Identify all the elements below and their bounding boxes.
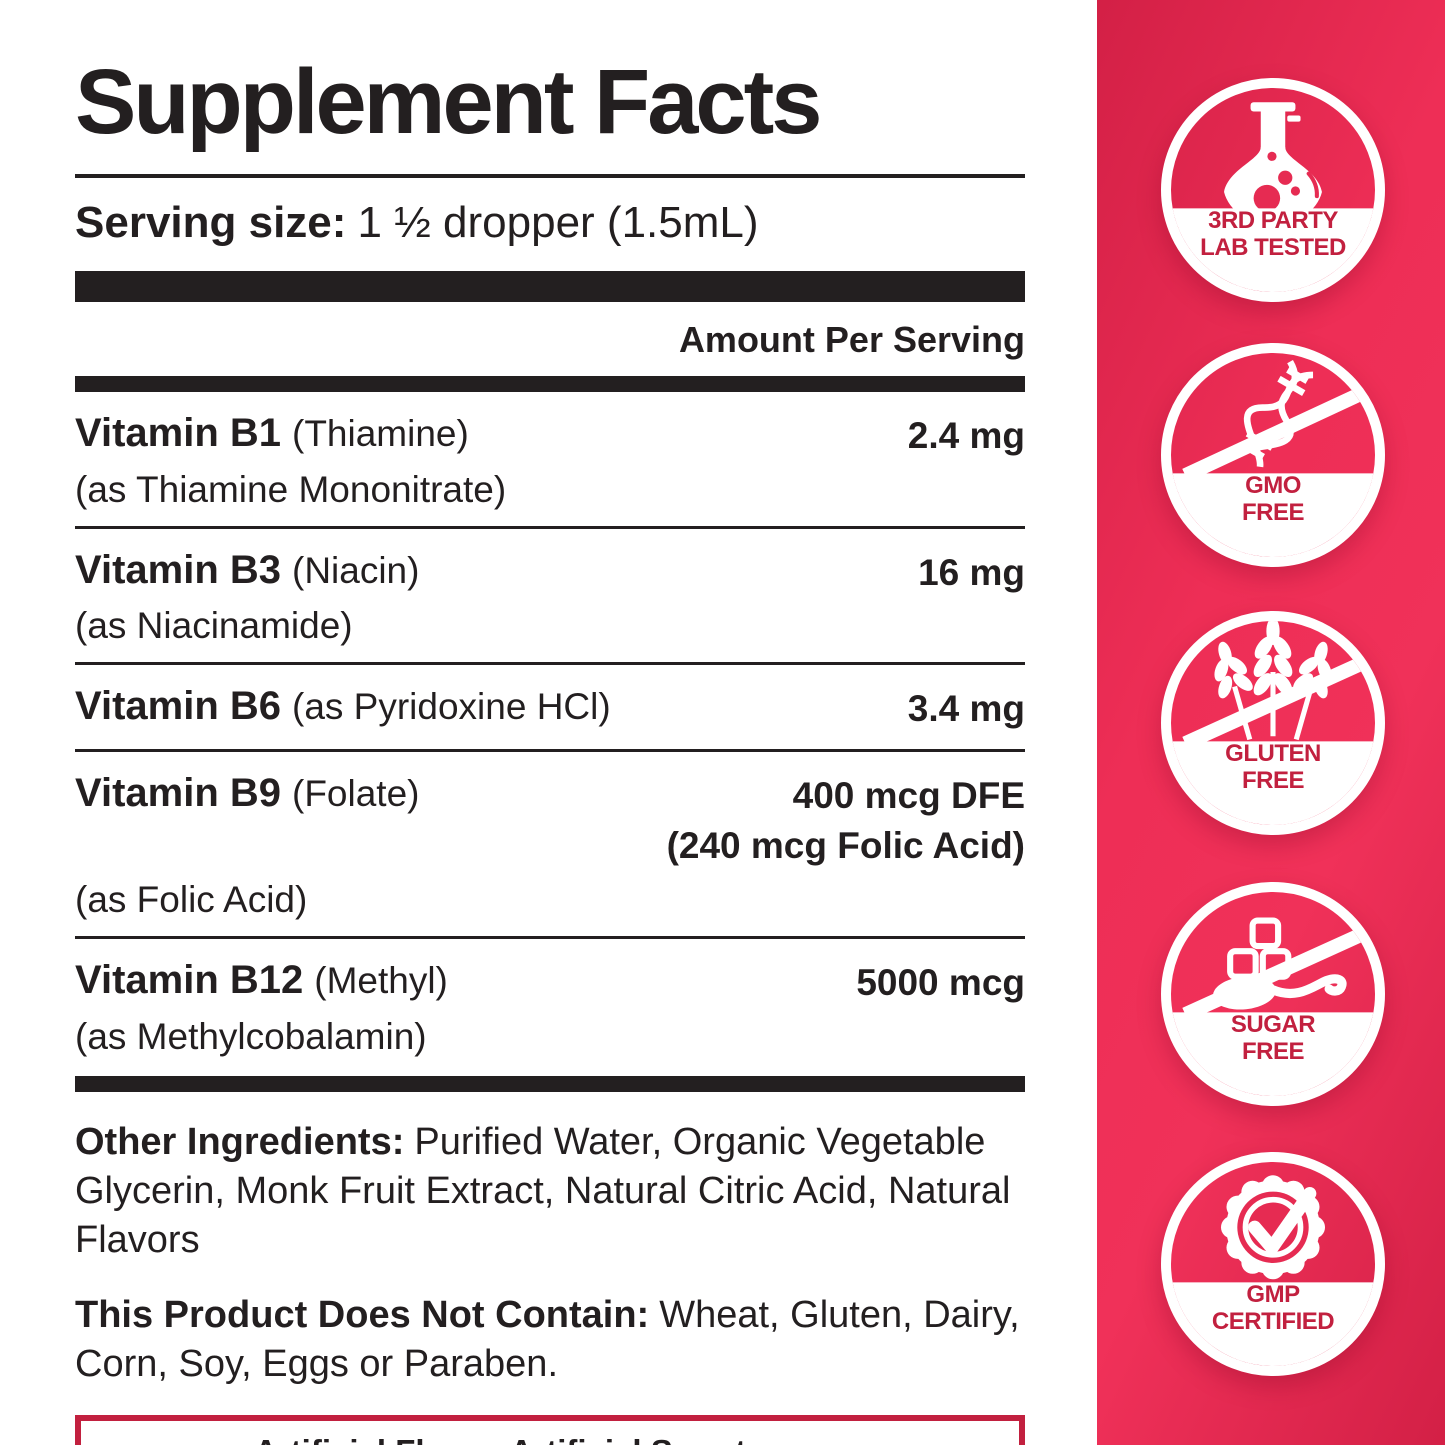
nutrient-source: (as Methylcobalamin) <box>75 1016 427 1058</box>
row-main: Vitamin B9 (Folate) 400 mcg DFE (240 mcg … <box>75 771 1025 871</box>
no-claims-line1: Artificial Flavor, Artificial Sweetener,… <box>254 1433 823 1445</box>
table-row-vitamin-b3: Vitamin B3 (Niacin) 16 mg (as Niacinamide… <box>75 529 1025 666</box>
serving-size-value: 1 ½ dropper (1.5mL) <box>357 198 759 247</box>
nutrient-paren: (Methyl) <box>314 960 448 1002</box>
amount-line1: 2.4 mg <box>907 414 1025 456</box>
amount-line2: (240 mcg Folic Acid) <box>666 825 1025 867</box>
sugar-spoon-slash-icon <box>1171 917 1375 1096</box>
nutrient-name: Vitamin B9 (Folate) <box>75 771 419 816</box>
divider-medium-bottom <box>75 1076 1025 1093</box>
amount-line1: 3.4 mg <box>907 688 1025 730</box>
badge-line1: 3RD PARTY <box>1208 207 1338 235</box>
badge-line1: GMO <box>1245 472 1301 500</box>
table-row-vitamin-b12: Vitamin B12 (Methyl) 5000 mcg (as Methylc… <box>75 939 1025 1076</box>
page-title: Supplement Facts <box>75 51 822 153</box>
certified-seal-icon <box>1171 1175 1375 1366</box>
no-claims-box: NO Artificial Flavor, Artificial Sweeten… <box>75 1415 1025 1445</box>
row-main: Vitamin B3 (Niacin) 16 mg <box>75 548 1025 598</box>
amount-line1: 16 mg <box>918 551 1025 593</box>
nutrient-amount: 3.4 mg <box>908 684 1025 734</box>
nutrient-title: Vitamin B3 <box>75 547 281 592</box>
lab-flask-icon <box>1171 102 1375 292</box>
no-claims-text: Artificial Flavor, Artificial Sweetener,… <box>254 1431 1003 1445</box>
nutrient-paren: (Thiamine) <box>292 412 469 454</box>
badge-line2: FREE <box>1241 498 1305 526</box>
divider-thin <box>75 174 1025 178</box>
badge-label: SUGAR FREE <box>1171 1012 1375 1065</box>
badge-gmo-free: GMO FREE <box>1161 343 1385 567</box>
nutrient-title: Vitamin B1 <box>75 410 281 455</box>
table-row-vitamin-b1: Vitamin B1 (Thiamine) 2.4 mg (as Thiamine… <box>75 392 1025 529</box>
does-not-contain-label: This Product Does Not Contain: <box>75 1294 650 1337</box>
badge-line2: LAB TESTED <box>1200 233 1346 261</box>
nutrient-name: Vitamin B1 (Thiamine) <box>75 411 469 456</box>
badge-circle: SUGAR FREE <box>1161 882 1385 1106</box>
divider-medium <box>75 375 1025 392</box>
badge-line2: CERTIFIED <box>1211 1307 1335 1335</box>
badge-circle: GMO FREE <box>1161 343 1385 567</box>
table-row-vitamin-b9: Vitamin B9 (Folate) 400 mcg DFE (240 mcg … <box>75 752 1025 940</box>
nutrient-title: Vitamin B12 <box>75 958 304 1003</box>
serving-size-line: Serving size: 1 ½ dropper (1.5mL) <box>75 198 1025 249</box>
badge-label: GLUTEN FREE <box>1171 741 1375 794</box>
badge-line2: FREE <box>1241 1037 1305 1065</box>
badge-circle: 3RD PARTY LAB TESTED <box>1161 78 1385 302</box>
nutrient-source: (as Niacinamide) <box>75 605 353 647</box>
nutrient-source: (as Folic Acid) <box>75 879 308 921</box>
badge-band: 3RD PARTY LAB TESTED <box>1097 0 1445 1445</box>
nutrient-title: Vitamin B9 <box>75 771 281 816</box>
badge-line2: FREE <box>1241 766 1305 794</box>
does-not-contain-text: Wheat, Gluten, Dairy, Corn, Soy, Eggs or… <box>75 1294 1020 1386</box>
does-not-contain: This Product Does Not Contain: Wheat, Glu… <box>75 1291 1025 1389</box>
amount-line1: 5000 mcg <box>856 962 1025 1004</box>
nutrient-amount: 2.4 mg <box>908 411 1025 461</box>
badge-label: 3RD PARTY LAB TESTED <box>1171 208 1375 261</box>
divider-heavy <box>75 270 1025 302</box>
nutrient-source: (as Thiamine Mononitrate) <box>75 468 507 510</box>
nutrient-title: Vitamin B6 <box>75 684 281 729</box>
nutrient-paren: (Niacin) <box>292 549 420 591</box>
badge-gluten-free: GLUTEN FREE <box>1161 611 1385 835</box>
nutrient-paren: (as Pyridoxine HCl) <box>292 686 611 728</box>
row-main: Vitamin B6 (as Pyridoxine HCl) 3.4 mg <box>75 684 1025 734</box>
serving-size-label: Serving size: <box>75 198 347 247</box>
badge-label: GMO FREE <box>1171 473 1375 526</box>
badge-gmp-certified: GMP CERTIFIED <box>1161 1152 1385 1376</box>
badge-line1: SUGAR <box>1230 1011 1316 1039</box>
nutrient-amount: 16 mg <box>918 548 1025 598</box>
nutrient-amount: 5000 mcg <box>856 958 1025 1008</box>
nutrient-amount: 400 mcg DFE (240 mcg Folic Acid) <box>667 771 1025 871</box>
amount-line1: 400 mcg DFE <box>792 775 1025 817</box>
amount-per-serving-header: Amount Per Serving <box>678 318 1025 360</box>
wheat-slash-icon <box>1171 621 1375 825</box>
badge-line1: GMP <box>1246 1281 1300 1309</box>
dna-slash-icon <box>1171 359 1375 557</box>
table-row-vitamin-b6: Vitamin B6 (as Pyridoxine HCl) 3.4 mg <box>75 665 1025 753</box>
badge-circle: GMP CERTIFIED <box>1161 1152 1385 1376</box>
badge-circle: GLUTEN FREE <box>1161 611 1385 835</box>
badge-3rd-party-lab-tested: 3RD PARTY LAB TESTED <box>1161 78 1385 302</box>
other-ingredients-label: Other Ingredients: <box>75 1121 405 1164</box>
nutrient-name: Vitamin B6 (as Pyridoxine HCl) <box>75 684 611 729</box>
badge-sugar-free: SUGAR FREE <box>1161 882 1385 1106</box>
other-ingredients: Other Ingredients: Purified Water, Organi… <box>75 1118 1025 1265</box>
nutrient-name: Vitamin B3 (Niacin) <box>75 548 419 593</box>
nutrient-name: Vitamin B12 (Methyl) <box>75 958 448 1003</box>
other-ingredients-text: Purified Water, Organic Vegetable Glycer… <box>75 1121 1011 1262</box>
badge-label: GMP CERTIFIED <box>1171 1282 1375 1335</box>
badge-line1: GLUTEN <box>1225 740 1321 768</box>
nutrient-paren: (Folate) <box>292 773 420 815</box>
supplement-facts-panel: Supplement Facts Serving size: 1 ½ droppe… <box>75 0 1025 1445</box>
row-main: Vitamin B12 (Methyl) 5000 mcg <box>75 958 1025 1008</box>
row-main: Vitamin B1 (Thiamine) 2.4 mg <box>75 411 1025 461</box>
